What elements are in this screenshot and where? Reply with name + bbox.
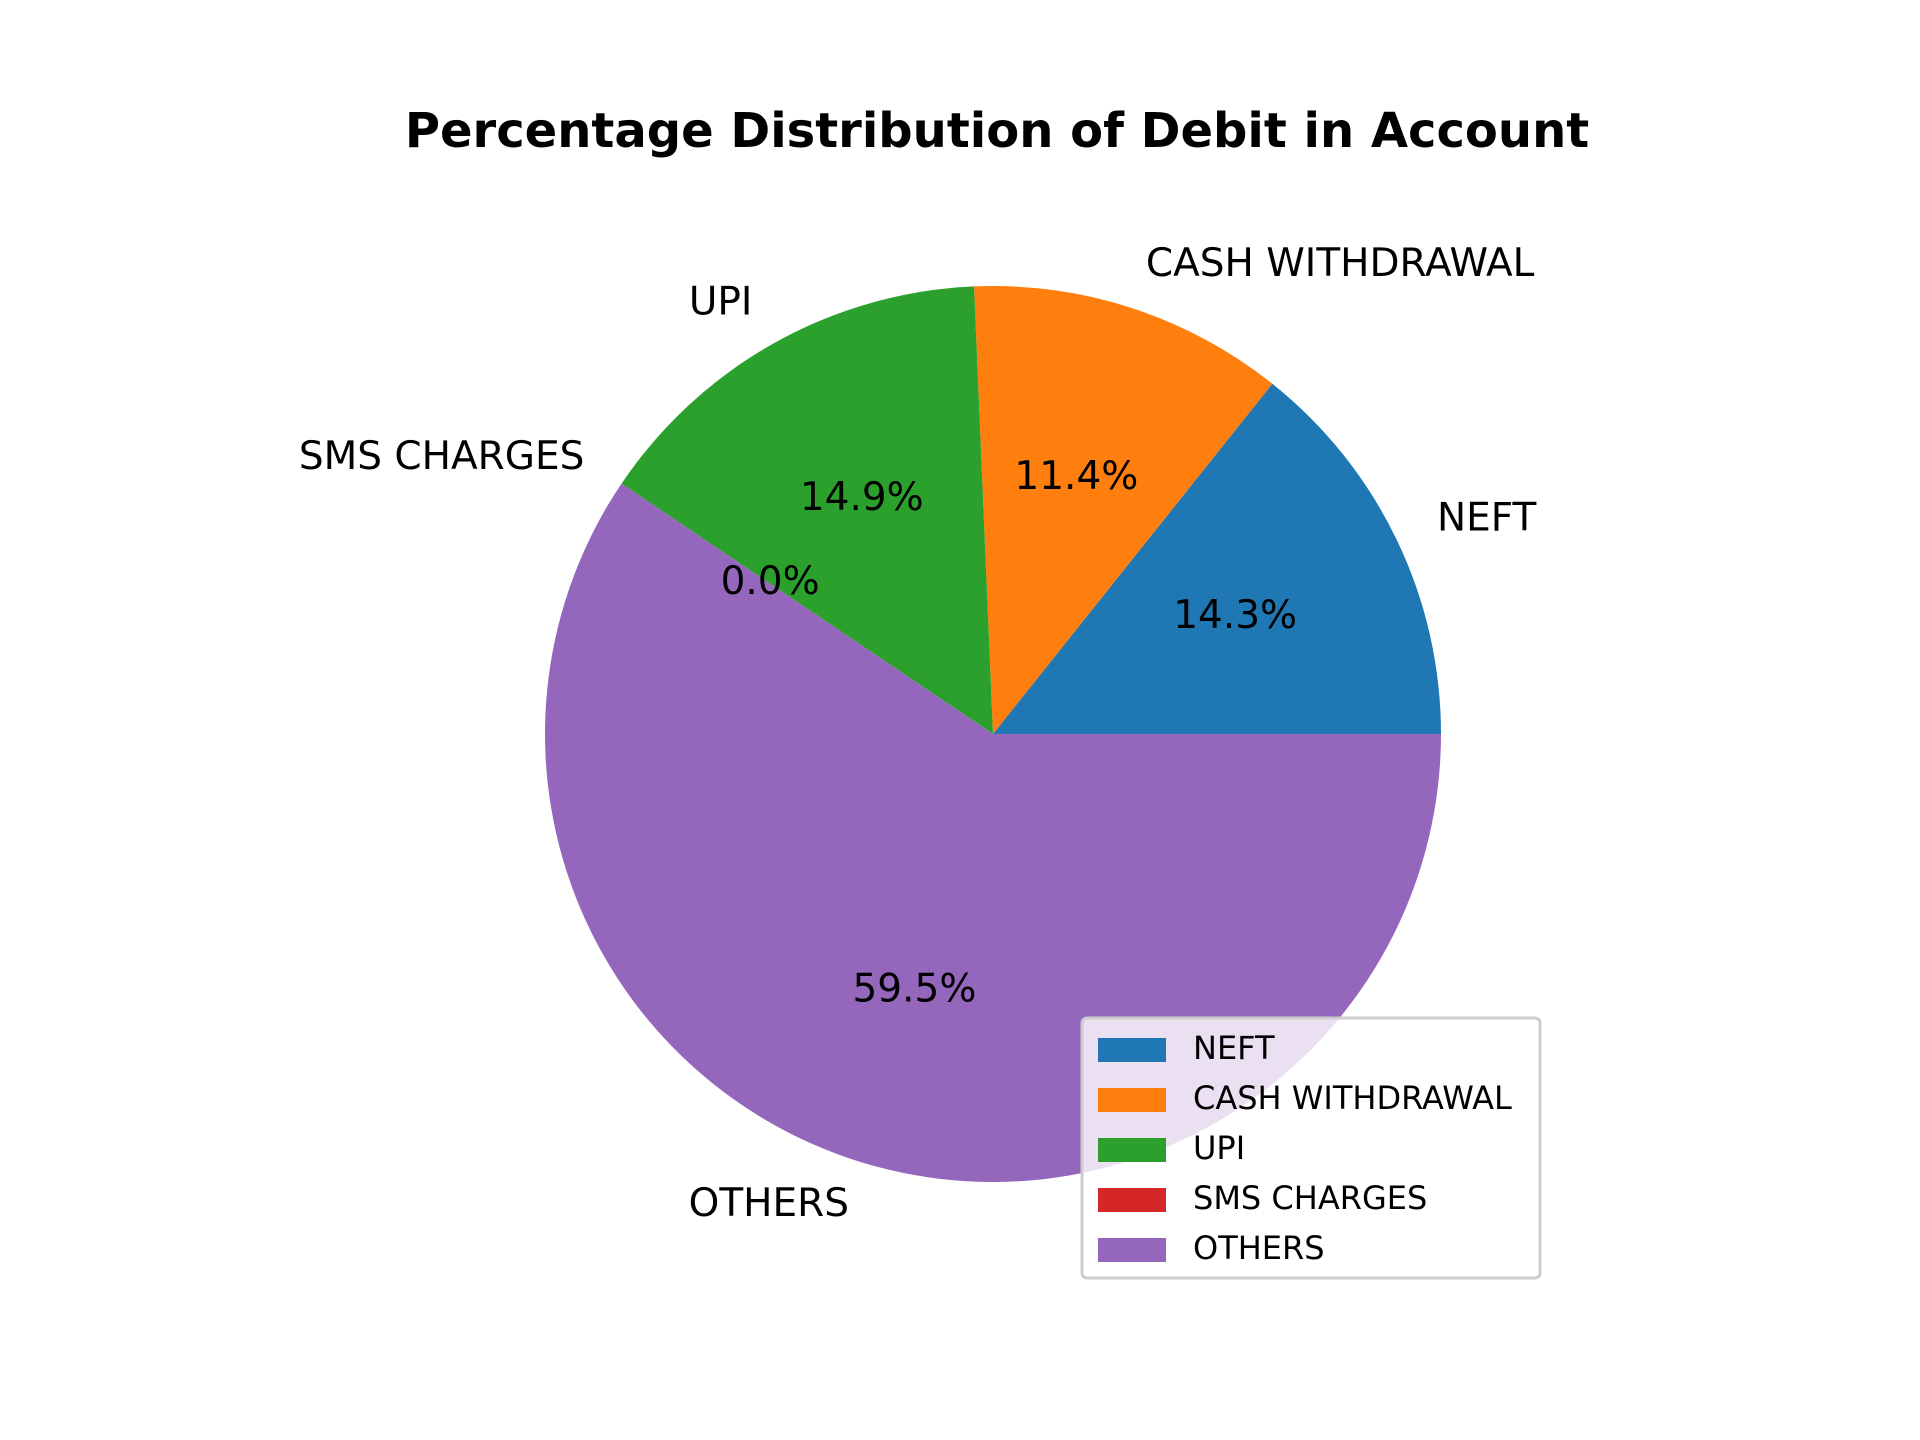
slice-label-cash-withdrawal: CASH WITHDRAWAL bbox=[1146, 241, 1535, 286]
chart-title: Percentage Distribution of Debit in Acco… bbox=[405, 103, 1589, 159]
slice-cash-withdrawal bbox=[974, 285, 1273, 734]
pie-slices bbox=[545, 285, 1441, 1182]
legend-label-others: OTHERS bbox=[1193, 1229, 1325, 1267]
legend-swatch-sms-charges bbox=[1098, 1188, 1166, 1212]
legend-label-neft: NEFT bbox=[1193, 1029, 1275, 1067]
pct-label-others: 59.5% bbox=[852, 967, 976, 1012]
legend-entries: NEFT CASH WITHDRAWAL UPI SMS CHARGES OTHERS bbox=[1098, 1029, 1512, 1267]
pct-label-cash-withdrawal: 11.4% bbox=[1014, 454, 1138, 499]
legend-swatch-others bbox=[1098, 1238, 1166, 1262]
percentage-labels: 14.3% 11.4% 14.9% 0.0% 59.5% bbox=[721, 454, 1298, 1012]
legend: NEFT CASH WITHDRAWAL UPI SMS CHARGES OTHERS bbox=[1080, 1016, 1542, 1280]
legend-label-sms-charges: SMS CHARGES bbox=[1193, 1179, 1427, 1217]
legend-swatch-neft bbox=[1098, 1038, 1166, 1062]
pct-label-neft: 14.3% bbox=[1173, 593, 1297, 638]
slice-label-upi: UPI bbox=[689, 279, 753, 324]
slice-labels: NEFT CASH WITHDRAWAL UPI SMS CHARGES OTHERS bbox=[299, 241, 1537, 1226]
pct-label-upi: 14.9% bbox=[800, 475, 924, 520]
legend-box bbox=[1080, 1016, 1542, 1280]
slice-label-neft: NEFT bbox=[1437, 496, 1537, 541]
slice-neft bbox=[993, 383, 1441, 734]
slice-label-sms-charges: SMS CHARGES bbox=[299, 434, 585, 479]
legend-label-upi: UPI bbox=[1193, 1129, 1245, 1167]
slice-upi bbox=[621, 286, 993, 734]
legend-swatch-upi bbox=[1098, 1138, 1166, 1162]
slice-others bbox=[545, 483, 1441, 1182]
slice-label-others: OTHERS bbox=[689, 1181, 849, 1226]
pct-label-sms-charges: 0.0% bbox=[721, 559, 820, 604]
legend-swatch-cash-withdrawal bbox=[1098, 1088, 1166, 1112]
legend-label-cash-withdrawal: CASH WITHDRAWAL bbox=[1193, 1079, 1512, 1117]
